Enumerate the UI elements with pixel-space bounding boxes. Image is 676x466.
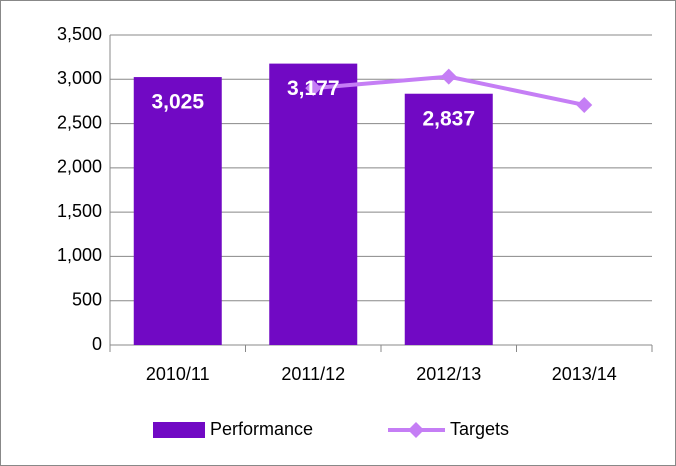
legend-marker — [408, 422, 424, 438]
bar — [269, 63, 358, 345]
legend-label: Performance — [210, 419, 313, 439]
y-tick-label: 1,000 — [57, 245, 102, 265]
data-label: 3,177 — [287, 77, 340, 100]
target-marker — [305, 80, 322, 97]
x-tick-label: 2011/12 — [281, 364, 345, 384]
x-tick-label: 2010/11 — [146, 364, 210, 384]
target-marker — [440, 68, 457, 85]
x-tick-label: 2012/13 — [416, 364, 481, 384]
y-tick-label: 500 — [72, 289, 102, 309]
target-marker — [576, 96, 593, 113]
bar — [133, 77, 222, 346]
y-tick-label: 2,000 — [57, 157, 102, 177]
legend-swatch — [153, 422, 205, 438]
data-label: 3,025 — [151, 91, 204, 114]
legend-label: Targets — [450, 419, 509, 439]
y-tick-label: 3,000 — [57, 68, 102, 88]
y-tick-label: 3,500 — [57, 24, 102, 44]
x-tick-label: 2013/14 — [552, 364, 617, 384]
bar — [404, 93, 493, 345]
data-label: 2,837 — [422, 107, 475, 130]
y-tick-label: 1,500 — [57, 201, 102, 221]
y-tick-label: 0 — [92, 334, 102, 354]
y-tick-label: 2,500 — [57, 112, 102, 132]
